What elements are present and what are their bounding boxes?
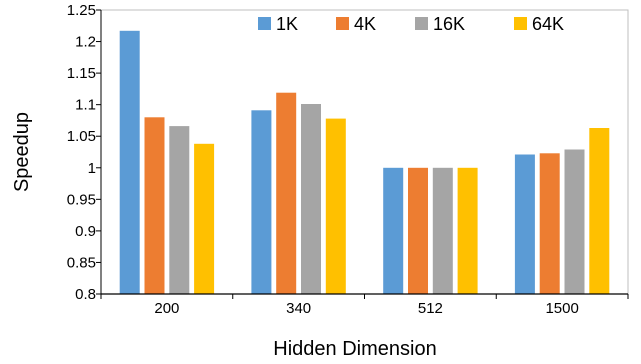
y-tick-label: 1.05 (67, 128, 96, 145)
y-tick-label: 1.15 (67, 65, 96, 82)
y-tick-labels: 0.8 0.85 0.9 0.95 1 1.05 1.1 1.15 1.2 1.25 (67, 2, 96, 303)
legend-swatch-64K (514, 17, 527, 30)
bar-64K-1500 (589, 128, 610, 294)
y-tick-label: 1 (88, 160, 96, 177)
y-tick-label: 1.1 (75, 97, 96, 114)
bar-1K-340 (251, 110, 272, 294)
legend-label-1K: 1K (276, 14, 298, 34)
bar-16K-512 (432, 167, 453, 294)
x-tick-label: 512 (418, 300, 443, 317)
x-tick-label: 200 (154, 300, 179, 317)
bar-1K-512 (383, 167, 404, 294)
bar-1K-200 (119, 30, 140, 295)
y-tick-label: 0.95 (67, 191, 96, 208)
bar-4K-512 (408, 167, 428, 294)
bar-1K-1500 (514, 154, 535, 294)
x-axis-title: Hidden Dimension (273, 338, 436, 360)
bars (119, 30, 610, 295)
y-axis-title: Speedup (11, 112, 33, 192)
bar-64K-512 (457, 167, 478, 294)
y-tick-label: 1.25 (67, 2, 96, 19)
x-tick-label: 340 (286, 300, 311, 317)
legend-swatch-16K (415, 17, 428, 30)
legend-swatch-1K (258, 17, 271, 30)
bar-4K-200 (144, 117, 165, 294)
legend-swatch-4K (336, 17, 349, 30)
x-tick-label: 1500 (545, 300, 578, 317)
legend: 1K 4K 16K 64K (258, 14, 564, 34)
bar-16K-1500 (564, 149, 585, 294)
bar-16K-340 (301, 104, 321, 294)
bar-4K-340 (276, 92, 297, 294)
bar-4K-1500 (539, 153, 560, 294)
bar-64K-200 (194, 143, 215, 294)
y-tick-label: 0.85 (67, 254, 96, 271)
legend-label-64K: 64K (532, 14, 564, 34)
x-tick-labels: 200 340 512 1500 (154, 300, 578, 317)
legend-label-16K: 16K (433, 14, 465, 34)
bar-64K-340 (325, 118, 346, 294)
legend-label-4K: 4K (354, 14, 376, 34)
y-tick-label: 0.9 (75, 223, 96, 240)
axes (96, 9, 629, 299)
bar-16K-200 (169, 126, 190, 294)
y-tick-label: 0.8 (75, 286, 96, 303)
y-tick-label: 1.2 (75, 34, 96, 51)
